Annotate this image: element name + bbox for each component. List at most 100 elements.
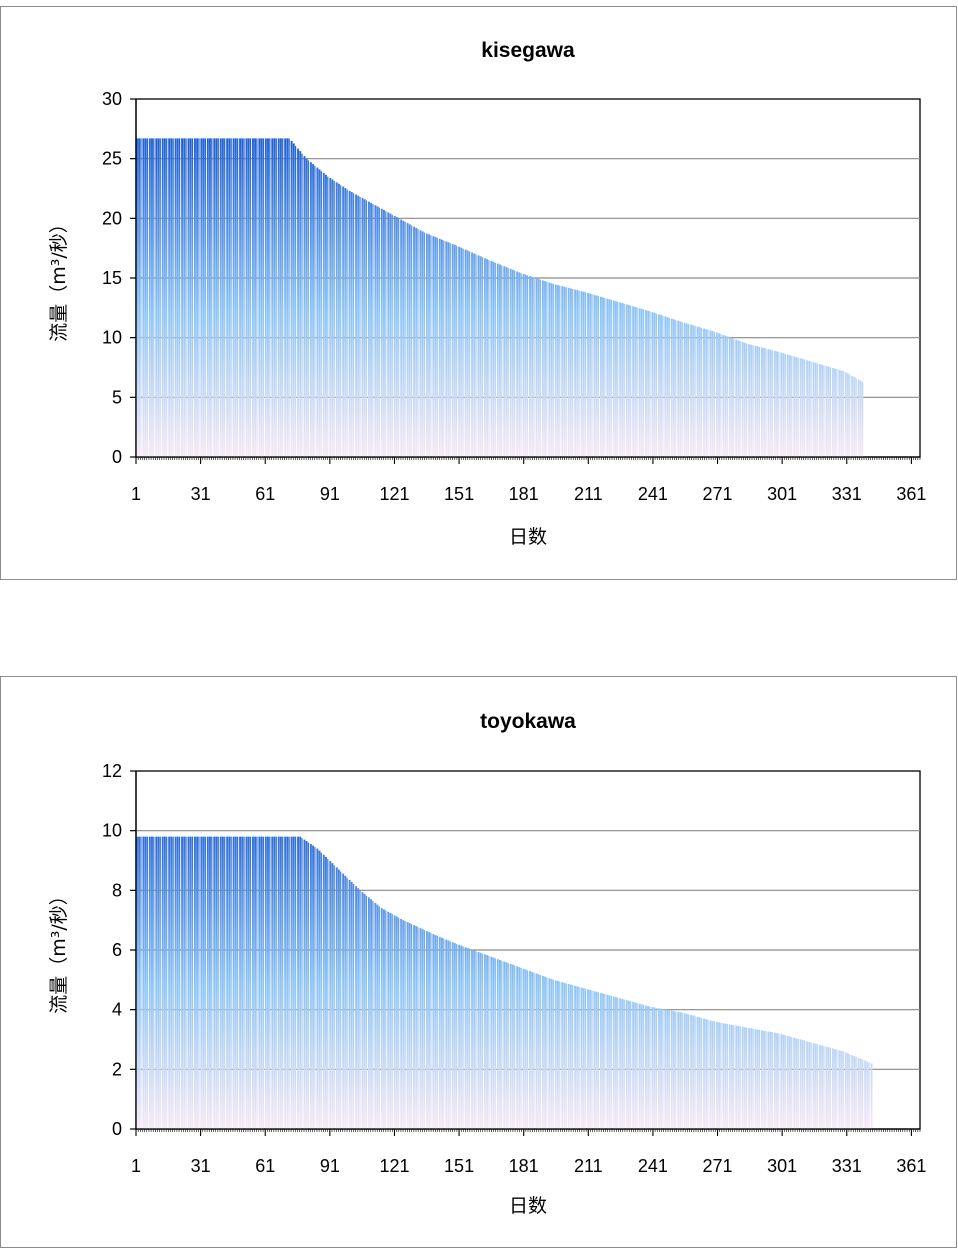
bar (630, 1001, 632, 1129)
bar (456, 944, 458, 1129)
bar (340, 871, 342, 1129)
chart-toyokawa: 0 2 4 6 8 10 12 1 31 61 91 121 151 181 211 241 271 301 331… (0, 676, 957, 1248)
bar (185, 836, 187, 1129)
bar (507, 267, 509, 457)
bar (518, 967, 521, 1129)
bar (621, 998, 624, 1129)
y-tick-label: 0 (112, 1119, 122, 1139)
bar (559, 981, 561, 1129)
bar (327, 176, 329, 458)
bar (698, 1017, 701, 1129)
bar (305, 158, 308, 457)
bar (391, 914, 393, 1129)
bar (357, 888, 360, 1129)
bar (178, 138, 181, 457)
bar (475, 254, 477, 457)
bar (303, 839, 306, 1129)
bar (492, 261, 495, 457)
bar (245, 836, 248, 1129)
bar (709, 330, 712, 457)
bar (434, 237, 437, 457)
bar (217, 836, 219, 1129)
bar (267, 836, 269, 1129)
bar (522, 273, 525, 457)
bar (445, 939, 448, 1129)
bar (511, 269, 514, 457)
bar (378, 906, 380, 1129)
bar (481, 257, 484, 457)
bar (608, 299, 611, 457)
bar (750, 1028, 753, 1129)
bar (722, 334, 725, 457)
bar (236, 138, 239, 457)
bar (187, 836, 190, 1129)
bar (496, 959, 499, 1129)
bar (651, 312, 654, 457)
bar (198, 138, 200, 457)
bar (486, 955, 489, 1129)
bar (668, 317, 670, 457)
bar (344, 188, 347, 458)
bar (374, 205, 377, 457)
bar (468, 948, 471, 1129)
bar (705, 1019, 708, 1129)
bar (464, 249, 467, 457)
bar (797, 1038, 799, 1129)
bar (286, 138, 289, 457)
bar (383, 909, 385, 1129)
bar (378, 207, 380, 457)
bar (825, 365, 828, 457)
bar (303, 156, 306, 457)
bar (651, 1007, 654, 1129)
bar (136, 836, 138, 1129)
bar (752, 345, 754, 457)
bar (449, 243, 451, 457)
bar (810, 361, 812, 457)
bar (370, 899, 373, 1129)
bar (406, 922, 409, 1129)
bar (761, 1030, 763, 1129)
bar (705, 329, 708, 457)
bar (808, 1041, 811, 1129)
bar (501, 960, 503, 1129)
chart-title: toyokawa (480, 710, 576, 733)
bar (481, 953, 484, 1129)
bar (224, 138, 226, 457)
bar (546, 977, 548, 1129)
bar (773, 350, 776, 457)
bar (479, 952, 482, 1129)
bar (531, 971, 534, 1129)
bar (189, 138, 192, 457)
bar (273, 836, 276, 1129)
bar (335, 182, 338, 457)
bar (692, 325, 695, 457)
bar (325, 174, 327, 457)
bar (320, 852, 322, 1129)
bar (694, 325, 696, 457)
bar (352, 193, 355, 458)
x-tick-label: 61 (255, 484, 275, 504)
bar (632, 306, 635, 457)
bar (232, 836, 235, 1129)
bar (806, 1041, 809, 1129)
bar (460, 945, 463, 1129)
bar (494, 262, 496, 457)
bar (318, 850, 321, 1129)
bar (655, 313, 658, 457)
bar (713, 331, 716, 457)
bar (438, 238, 441, 457)
bar (544, 281, 547, 457)
bar (436, 237, 438, 457)
bar (544, 976, 547, 1129)
bar (400, 219, 403, 457)
bar (793, 1037, 796, 1129)
bar (434, 935, 437, 1129)
x-tick-label: 151 (444, 1156, 474, 1176)
chart-title: kisegawa (481, 39, 575, 62)
bar (389, 913, 392, 1129)
bar (453, 244, 456, 457)
y-tick-label: 30 (102, 89, 122, 109)
bar (660, 314, 662, 457)
bar (752, 1028, 754, 1129)
